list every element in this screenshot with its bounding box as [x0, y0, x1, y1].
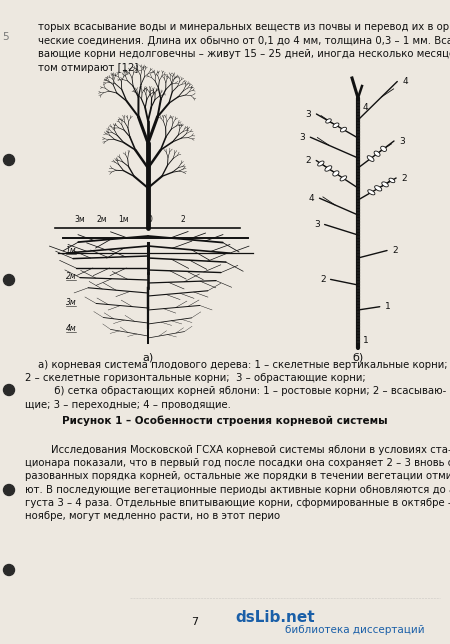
Circle shape [4, 565, 14, 576]
Text: б): б) [352, 352, 364, 362]
Circle shape [4, 484, 14, 495]
Ellipse shape [382, 182, 388, 187]
Text: а): а) [142, 352, 153, 362]
Text: 3: 3 [314, 220, 320, 229]
Ellipse shape [325, 166, 332, 171]
Text: вающие корни недолговечны – живут 15 – 25 дней, иногда несколько месяцев, по-: вающие корни недолговечны – живут 15 – 2… [38, 49, 450, 59]
Text: торых всасывание воды и минеральных веществ из почвы и перевод их в органи-: торых всасывание воды и минеральных веще… [38, 22, 450, 32]
Text: Рисунок 1 – Особенности строения корневой системы: Рисунок 1 – Особенности строения корнево… [62, 416, 388, 426]
Text: 3: 3 [300, 133, 306, 142]
Ellipse shape [374, 151, 380, 156]
Text: 4: 4 [402, 77, 408, 86]
Text: 1м: 1м [119, 215, 129, 224]
Ellipse shape [375, 185, 382, 191]
Text: 1: 1 [385, 302, 391, 311]
Ellipse shape [389, 178, 395, 183]
Text: ноябре, могут медленно расти, но в этот перио: ноябре, могут медленно расти, но в этот … [25, 511, 280, 521]
Text: 5: 5 [2, 32, 9, 42]
Text: ционара показали, что в первый год после посадки она сохраняет 2 – 3 вновь об-: ционара показали, что в первый год после… [25, 458, 450, 468]
Text: 2 – скелетные горизонтальные корни;  3 – обрастающие корни;: 2 – скелетные горизонтальные корни; 3 – … [25, 374, 365, 383]
Text: 4: 4 [309, 194, 315, 203]
Circle shape [4, 274, 14, 285]
Ellipse shape [368, 190, 375, 195]
Text: б) сетка обрастающих корней яблони: 1 – ростовые корни; 2 – всасываю-: б) сетка обрастающих корней яблони: 1 – … [38, 386, 446, 397]
Text: 2: 2 [401, 173, 407, 182]
Text: 2м: 2м [97, 215, 107, 224]
Text: 2: 2 [392, 246, 398, 255]
Text: 3м: 3м [66, 298, 76, 307]
Text: а) корневая система плодового дерева: 1 – скелетные вертикальные корни;: а) корневая система плодового дерева: 1 … [38, 360, 447, 370]
Text: 2м: 2м [66, 272, 76, 281]
Text: 4: 4 [363, 103, 369, 112]
Text: 3: 3 [399, 137, 405, 146]
Text: том отмирают [12].: том отмирают [12]. [38, 62, 142, 73]
Text: 0: 0 [148, 215, 153, 224]
Text: густа 3 – 4 раза. Отдельные впитывающие корни, сформированные в октябре –: густа 3 – 4 раза. Отдельные впитывающие … [25, 498, 450, 508]
Ellipse shape [367, 156, 374, 162]
Text: 2: 2 [180, 215, 185, 224]
Circle shape [4, 155, 14, 166]
Ellipse shape [340, 176, 346, 181]
Text: библиотека диссертаций: библиотека диссертаций [285, 625, 425, 635]
Text: 3: 3 [306, 109, 311, 118]
Text: 2: 2 [320, 275, 325, 284]
Text: 1: 1 [363, 336, 369, 345]
Text: 1м: 1м [66, 245, 76, 254]
Text: щие; 3 – переходные; 4 – проводящие.: щие; 3 – переходные; 4 – проводящие. [25, 399, 231, 410]
Ellipse shape [326, 118, 331, 123]
Text: ют. В последующие вегетационные периоды активные корни обновляются до ав-: ют. В последующие вегетационные периоды … [25, 484, 450, 495]
Text: разованных порядка корней, остальные же порядки в течении вегетации отмира-: разованных порядка корней, остальные же … [25, 471, 450, 482]
Ellipse shape [333, 123, 339, 128]
Text: 3м: 3м [75, 215, 86, 224]
Text: 4м: 4м [66, 323, 76, 332]
Ellipse shape [381, 146, 387, 151]
Text: 7: 7 [191, 617, 198, 627]
Text: dsLib.net: dsLib.net [235, 609, 315, 625]
Text: 2: 2 [306, 156, 311, 165]
Ellipse shape [340, 128, 346, 132]
Text: Исследования Московской ГСХА корневой системы яблони в условиях ста-: Исследования Московской ГСХА корневой си… [25, 445, 450, 455]
Circle shape [4, 384, 14, 395]
Ellipse shape [333, 171, 339, 176]
Text: ческие соединения. Длина их обычно от 0,1 до 4 мм, толщина 0,3 – 1 мм. Всасы-: ческие соединения. Длина их обычно от 0,… [38, 35, 450, 46]
Ellipse shape [318, 161, 324, 166]
